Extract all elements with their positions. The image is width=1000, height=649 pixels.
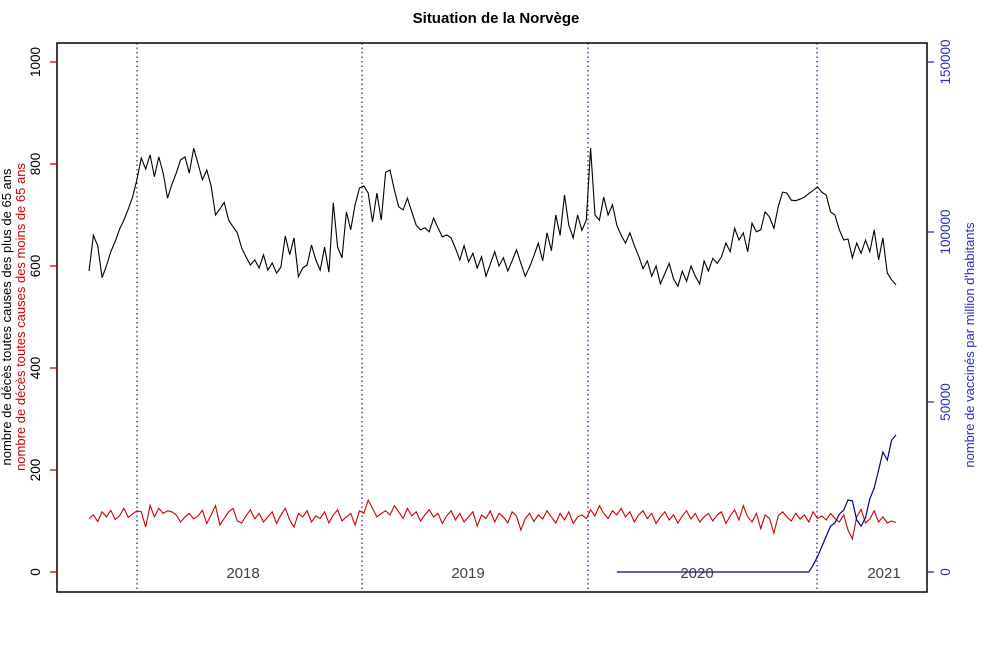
left-axis-ticks <box>50 61 57 573</box>
year-label-2021: 2021 <box>867 565 900 582</box>
right-axis-tick-labels: 0 50000 100000 150000 <box>938 39 953 575</box>
chart-title: Situation de la Norvège <box>413 10 580 27</box>
year-boundary-vlines <box>136 43 818 592</box>
right-tick-label: 0 <box>938 568 953 576</box>
plot-border <box>56 42 928 593</box>
right-axis-ticks <box>927 61 934 573</box>
left-tick-label: 800 <box>28 153 43 176</box>
series-line-vaccinated <box>616 434 897 573</box>
left-axis-title-over-65: nombre de décès toutes causes des plus d… <box>0 168 14 466</box>
left-tick-label: 400 <box>28 357 43 380</box>
right-tick-label: 150000 <box>938 39 953 84</box>
left-tick-label: 200 <box>28 459 43 482</box>
left-tick-label: 1000 <box>28 47 43 77</box>
x-axis-year-labels: 2018 2019 2020 2021 <box>226 565 900 582</box>
left-axis-tick-labels: 0 200 400 600 800 1000 <box>28 47 43 576</box>
left-tick-label: 0 <box>28 568 43 576</box>
left-axis-title-under-65: nombre de décès toutes causes des moins … <box>13 163 28 471</box>
right-tick-label: 100000 <box>938 209 953 254</box>
year-label-2018: 2018 <box>226 565 259 582</box>
right-tick-label: 50000 <box>938 383 953 421</box>
year-label-2020: 2020 <box>680 565 713 582</box>
year-label-2019: 2019 <box>451 565 484 582</box>
right-axis-title-vaccinated: nombre de vaccinés par million d'habitan… <box>962 222 977 468</box>
left-tick-label: 600 <box>28 255 43 278</box>
series-line-under-65 <box>88 498 897 541</box>
series-line-over-65 <box>88 148 897 288</box>
